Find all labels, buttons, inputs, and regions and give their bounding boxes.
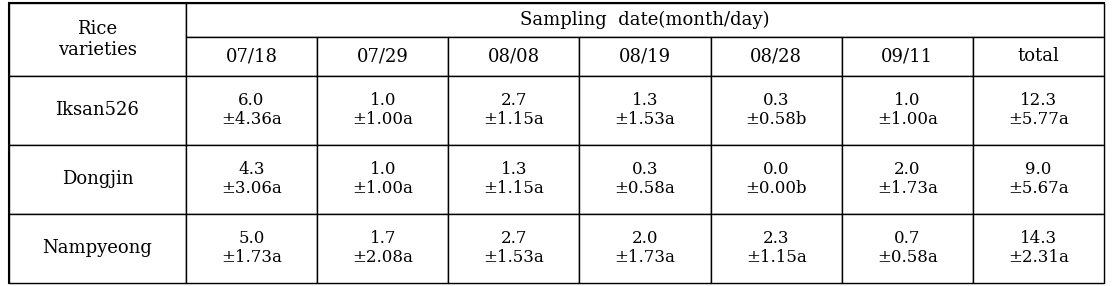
Text: 5.0
±1.73a: 5.0 ±1.73a [221, 230, 282, 266]
Text: total: total [1017, 47, 1060, 65]
Text: 0.7
±0.58a: 0.7 ±0.58a [877, 230, 938, 266]
Bar [186, 37, 317, 76]
Text: 0.0
±0.00b: 0.0 ±0.00b [746, 161, 807, 197]
Bar [317, 214, 449, 283]
Bar [580, 145, 710, 214]
Bar [186, 145, 317, 214]
Bar [580, 76, 710, 145]
Text: 1.0
±1.00a: 1.0 ±1.00a [353, 161, 413, 197]
Text: Dongjin: Dongjin [61, 170, 134, 188]
Text: 0.3
±0.58a: 0.3 ±0.58a [614, 161, 676, 197]
Text: Nampyeong: Nampyeong [42, 239, 152, 257]
Bar [580, 37, 710, 76]
Text: 9.0
±5.67a: 9.0 ±5.67a [1008, 161, 1068, 197]
Bar [449, 214, 580, 283]
Text: 07/18: 07/18 [226, 47, 277, 65]
Bar [710, 76, 841, 145]
Bar [186, 214, 317, 283]
Text: 2.7
±1.15a: 2.7 ±1.15a [483, 92, 544, 128]
Text: 2.0
±1.73a: 2.0 ±1.73a [614, 230, 676, 266]
Text: 2.3
±1.15a: 2.3 ±1.15a [746, 230, 807, 266]
Bar [9, 145, 186, 214]
Bar [449, 76, 580, 145]
Text: 07/29: 07/29 [357, 47, 408, 65]
Bar [973, 145, 1104, 214]
Bar [449, 37, 580, 76]
Text: 4.3
±3.06a: 4.3 ±3.06a [221, 161, 282, 197]
Text: 1.7
±2.08a: 1.7 ±2.08a [353, 230, 413, 266]
Text: Iksan526: Iksan526 [56, 101, 139, 119]
Bar [317, 76, 449, 145]
Text: 1.0
±1.00a: 1.0 ±1.00a [877, 92, 938, 128]
Text: 08/08: 08/08 [487, 47, 540, 65]
Bar [9, 76, 186, 145]
Bar [317, 37, 449, 76]
Bar [710, 145, 841, 214]
Text: 0.3
±0.58b: 0.3 ±0.58b [746, 92, 807, 128]
Bar [186, 76, 317, 145]
Text: Rice
varieties: Rice varieties [58, 20, 137, 59]
Text: 12.3
±5.77a: 12.3 ±5.77a [1008, 92, 1068, 128]
Bar [449, 145, 580, 214]
Text: 1.0
±1.00a: 1.0 ±1.00a [353, 92, 413, 128]
Bar [973, 214, 1104, 283]
Bar [710, 214, 841, 283]
Text: 1.3
±1.53a: 1.3 ±1.53a [614, 92, 676, 128]
Text: 09/11: 09/11 [881, 47, 934, 65]
Text: Sampling  date(month/day): Sampling date(month/day) [520, 11, 770, 29]
Bar [841, 37, 973, 76]
Text: 14.3
±2.31a: 14.3 ±2.31a [1008, 230, 1068, 266]
Bar [841, 145, 973, 214]
Text: 08/19: 08/19 [619, 47, 671, 65]
Text: 08/28: 08/28 [750, 47, 802, 65]
Bar [841, 214, 973, 283]
Bar [841, 76, 973, 145]
Bar [710, 37, 841, 76]
Bar [9, 214, 186, 283]
Bar [186, 3, 1104, 37]
Bar [973, 37, 1104, 76]
Text: 2.7
±1.53a: 2.7 ±1.53a [483, 230, 544, 266]
Bar [9, 3, 186, 76]
Bar [973, 76, 1104, 145]
Bar [580, 214, 710, 283]
Text: 6.0
±4.36a: 6.0 ±4.36a [221, 92, 282, 128]
Text: 2.0
±1.73a: 2.0 ±1.73a [877, 161, 938, 197]
Text: 1.3
±1.15a: 1.3 ±1.15a [483, 161, 544, 197]
Bar [317, 145, 449, 214]
